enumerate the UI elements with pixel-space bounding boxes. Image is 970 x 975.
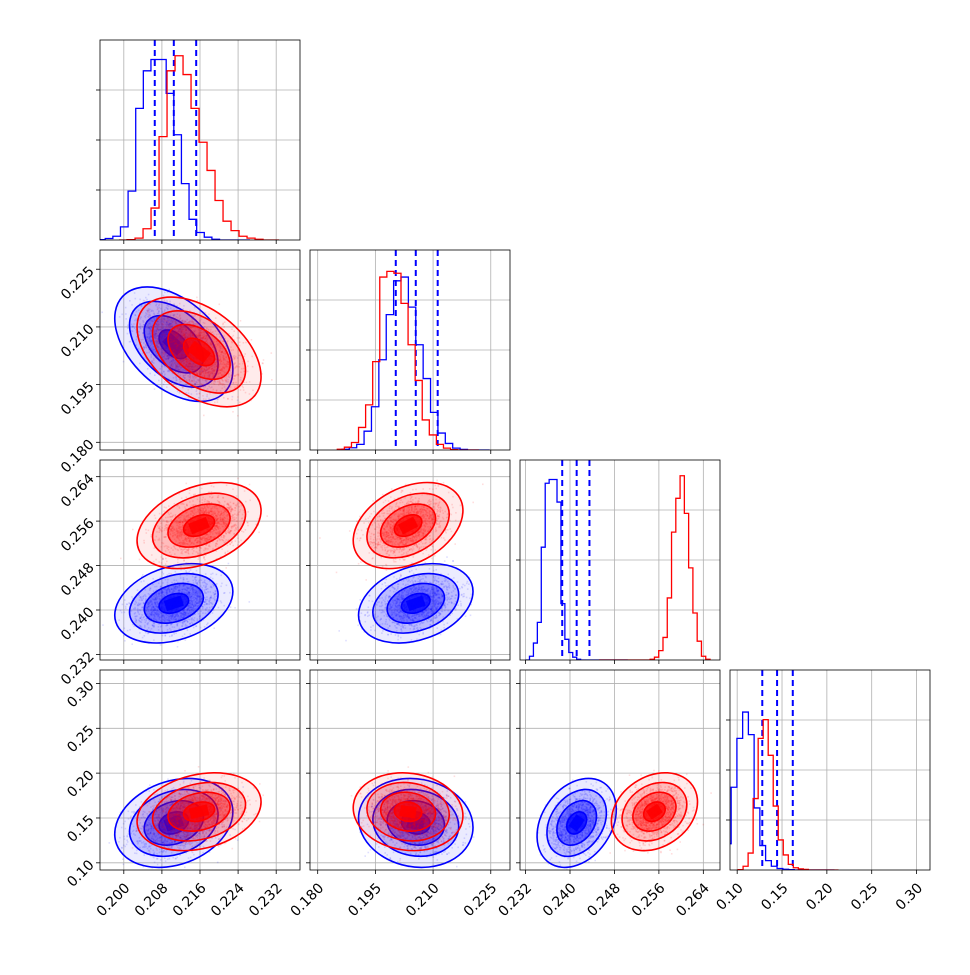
scatter-point (124, 640, 126, 642)
scatter-point (123, 361, 125, 363)
scatter-point (263, 359, 265, 361)
scatter-point (168, 289, 170, 291)
scatter-point (249, 601, 251, 603)
scatter-point (249, 484, 251, 486)
y-tick-label: 0.195 (58, 379, 98, 419)
scatter-point (196, 297, 198, 299)
scatter-point (262, 362, 264, 364)
scatter-point (164, 381, 166, 383)
panel-1-1 (306, 250, 510, 454)
scatter-point (142, 574, 144, 576)
y-tick-label: 0.180 (58, 437, 98, 477)
panel-content (310, 250, 510, 450)
scatter-point (230, 606, 232, 608)
scatter-point (144, 300, 146, 302)
scatter-point (237, 415, 239, 417)
panel-content (89, 460, 300, 660)
y-tick-label: 0.210 (58, 321, 98, 361)
scatter-point (197, 300, 199, 302)
scatter-point (166, 386, 168, 388)
scatter-point (213, 627, 215, 629)
y-tick-label: 0.225 (58, 264, 98, 304)
scatter-point (139, 559, 141, 561)
scatter-point (251, 339, 253, 341)
scatter-point (232, 411, 234, 413)
panel-0-0 (96, 40, 300, 244)
scatter-point (101, 312, 103, 314)
scatter-point (203, 415, 205, 417)
scatter-point (271, 352, 273, 354)
scatter-point (133, 323, 135, 325)
scatter-point (135, 318, 137, 320)
scatter-point (102, 624, 104, 626)
scatter-point (154, 388, 156, 390)
scatter-point (219, 304, 221, 306)
scatter-point (96, 622, 98, 624)
scatter-point (123, 635, 125, 637)
scatter-point (185, 639, 187, 641)
panel-content (93, 250, 300, 450)
scatter-point (240, 320, 242, 322)
scatter-point (228, 563, 230, 565)
scatter-point (234, 607, 236, 609)
scatter-point (177, 646, 179, 648)
scatter-point (271, 379, 273, 381)
panel-content (98, 40, 300, 240)
scatter-point (131, 643, 133, 645)
scatter-point (160, 644, 162, 646)
panel-1-0: 0.180 0.195 0.210 0.225 (58, 250, 300, 476)
